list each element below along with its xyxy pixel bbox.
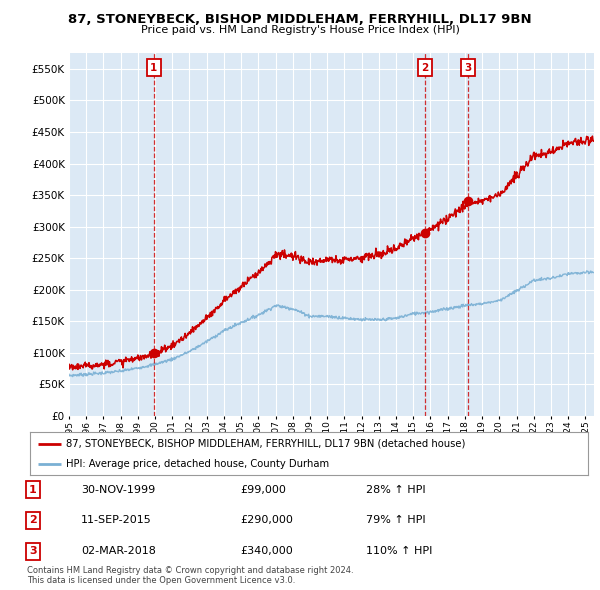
Text: 79% ↑ HPI: 79% ↑ HPI: [366, 516, 425, 525]
Text: 1: 1: [29, 485, 37, 494]
Text: £340,000: £340,000: [240, 546, 293, 556]
Text: £290,000: £290,000: [240, 516, 293, 525]
Text: 30-NOV-1999: 30-NOV-1999: [81, 485, 155, 494]
Text: 87, STONEYBECK, BISHOP MIDDLEHAM, FERRYHILL, DL17 9BN: 87, STONEYBECK, BISHOP MIDDLEHAM, FERRYH…: [68, 13, 532, 26]
Text: 02-MAR-2018: 02-MAR-2018: [81, 546, 156, 556]
Text: 28% ↑ HPI: 28% ↑ HPI: [366, 485, 425, 494]
Text: 87, STONEYBECK, BISHOP MIDDLEHAM, FERRYHILL, DL17 9BN (detached house): 87, STONEYBECK, BISHOP MIDDLEHAM, FERRYH…: [66, 438, 466, 448]
Text: 3: 3: [29, 546, 37, 556]
Text: 2: 2: [422, 63, 429, 73]
Text: £99,000: £99,000: [240, 485, 286, 494]
Text: This data is licensed under the Open Government Licence v3.0.: This data is licensed under the Open Gov…: [27, 576, 295, 585]
Text: HPI: Average price, detached house, County Durham: HPI: Average price, detached house, Coun…: [66, 459, 329, 469]
Text: 2: 2: [29, 516, 37, 525]
Text: Contains HM Land Registry data © Crown copyright and database right 2024.: Contains HM Land Registry data © Crown c…: [27, 566, 353, 575]
Text: Price paid vs. HM Land Registry's House Price Index (HPI): Price paid vs. HM Land Registry's House …: [140, 25, 460, 35]
Text: 3: 3: [464, 63, 472, 73]
Text: 1: 1: [150, 63, 157, 73]
Text: 110% ↑ HPI: 110% ↑ HPI: [366, 546, 433, 556]
Text: 11-SEP-2015: 11-SEP-2015: [81, 516, 152, 525]
